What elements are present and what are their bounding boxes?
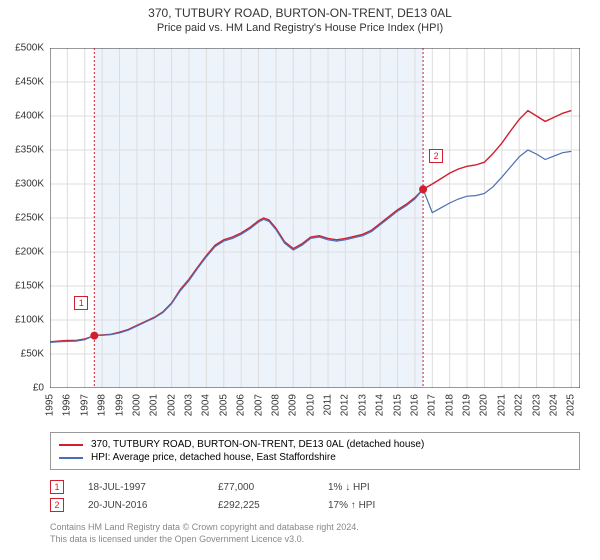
legend-swatch [59, 457, 83, 459]
legend-row: HPI: Average price, detached house, East… [59, 452, 571, 463]
sale-date: 18-JUL-1997 [88, 482, 218, 493]
chart-subtitle: Price paid vs. HM Land Registry's House … [0, 22, 600, 34]
sale-price: £77,000 [218, 482, 328, 493]
sale-row: 2 20-JUN-2016 £292,225 17% ↑ HPI [50, 498, 580, 512]
sale-price: £292,225 [218, 500, 328, 511]
chart-svg [50, 48, 580, 388]
sale-pct: 17% ↑ HPI [328, 500, 468, 511]
chart-title: 370, TUTBURY ROAD, BURTON-ON-TRENT, DE13… [0, 6, 600, 20]
chart-sale-marker: 2 [429, 149, 443, 163]
footer: Contains HM Land Registry data © Crown c… [50, 522, 580, 545]
sales-table: 1 18-JUL-1997 £77,000 1% ↓ HPI 2 20-JUN-… [50, 476, 580, 516]
legend-swatch [59, 444, 83, 446]
legend-label: HPI: Average price, detached house, East… [91, 452, 336, 463]
sale-row: 1 18-JUL-1997 £77,000 1% ↓ HPI [50, 480, 580, 494]
sale-marker: 1 [50, 480, 64, 494]
sale-date: 20-JUN-2016 [88, 500, 218, 511]
chart-plot-area: 12 [50, 48, 580, 388]
x-axis: 1995199619971998199920002001200220032004… [50, 390, 580, 430]
footer-line: This data is licensed under the Open Gov… [50, 534, 580, 546]
chart-sale-marker: 1 [74, 296, 88, 310]
sale-pct: 1% ↓ HPI [328, 482, 468, 493]
y-axis: £0£50K£100K£150K£200K£250K£300K£350K£400… [0, 48, 48, 388]
legend: 370, TUTBURY ROAD, BURTON-ON-TRENT, DE13… [50, 432, 580, 470]
sale-marker: 2 [50, 498, 64, 512]
footer-line: Contains HM Land Registry data © Crown c… [50, 522, 580, 534]
legend-row: 370, TUTBURY ROAD, BURTON-ON-TRENT, DE13… [59, 439, 571, 450]
legend-label: 370, TUTBURY ROAD, BURTON-ON-TRENT, DE13… [91, 439, 424, 450]
